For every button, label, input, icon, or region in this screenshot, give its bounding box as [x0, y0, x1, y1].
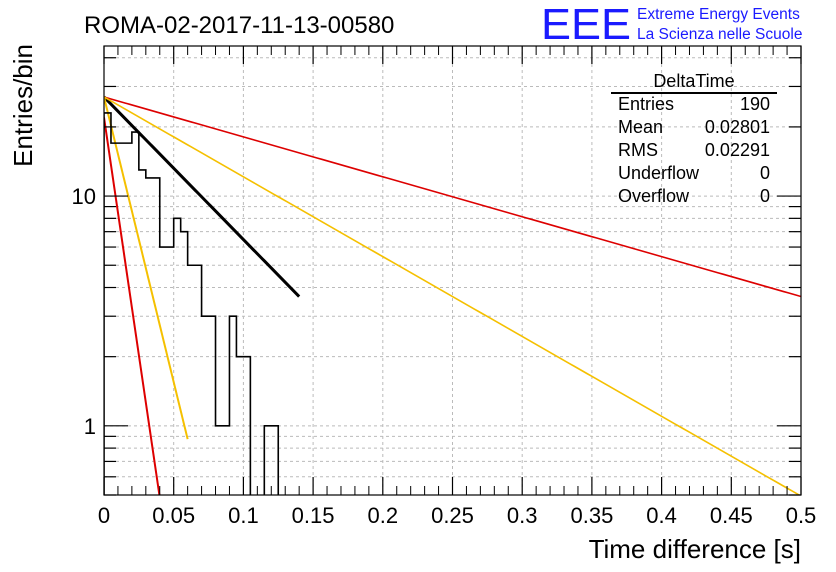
stats-name: DeltaTime: [653, 71, 734, 91]
stats-row-label: Entries: [618, 94, 674, 114]
stats-row-value: 0.02801: [705, 117, 770, 137]
x-tick-label: 0.05: [152, 503, 195, 528]
logo-line-2: La Scienza nelle Scuole: [637, 26, 802, 43]
x-axis-label: Time difference [s]: [589, 534, 801, 564]
eee-logo-mark: EEE: [541, 0, 631, 49]
x-tick-label: 0.1: [228, 503, 259, 528]
histogram-bars: [104, 112, 280, 495]
logo-line-1: Extreme Energy Events: [637, 6, 800, 23]
y-tick-label: 10: [72, 184, 96, 209]
x-tick-label: 0.3: [507, 503, 538, 528]
stats-row-value: 0.02291: [705, 140, 770, 160]
tick-labels: 0 0.05 0.1 0.15 0.2 0.25 0.3 0.35 0.4 0.45 0.5 1 10: [72, 184, 817, 528]
stats-box: DeltaTime Entries 190 Mean 0.02801 RMS 0.0229…: [611, 71, 777, 206]
stats-row-value: 0: [760, 186, 770, 206]
stats-row-label: Underflow: [618, 163, 700, 183]
stats-row-value: 190: [740, 94, 770, 114]
fit-curve: [104, 96, 801, 495]
stats-row-value: 0: [760, 163, 770, 183]
stats-row-label: Mean: [618, 117, 663, 137]
fit-curve: [104, 96, 801, 298]
y-axis-label: Entries/bin: [8, 44, 38, 167]
x-tick-label: 0: [98, 503, 110, 528]
x-tick-label: 0.5: [786, 503, 817, 528]
x-tick-label: 0.35: [570, 503, 613, 528]
axis-ticks: [103, 46, 802, 496]
grid-lines: [104, 46, 801, 496]
x-tick-label: 0.15: [292, 503, 335, 528]
x-tick-label: 0.25: [431, 503, 474, 528]
fit-curve: [104, 96, 189, 440]
x-tick-label: 0.2: [368, 503, 399, 528]
plot-frame: [103, 45, 802, 496]
stats-row-label: RMS: [618, 140, 658, 160]
x-tick-label: 0.4: [646, 503, 677, 528]
x-tick-label: 0.45: [710, 503, 753, 528]
fit-curve: [104, 95, 301, 298]
y-tick-label: 1: [84, 414, 96, 439]
chart-title: ROMA-02-2017-11-13-00580: [84, 12, 394, 39]
stats-row-label: Overflow: [618, 186, 690, 206]
